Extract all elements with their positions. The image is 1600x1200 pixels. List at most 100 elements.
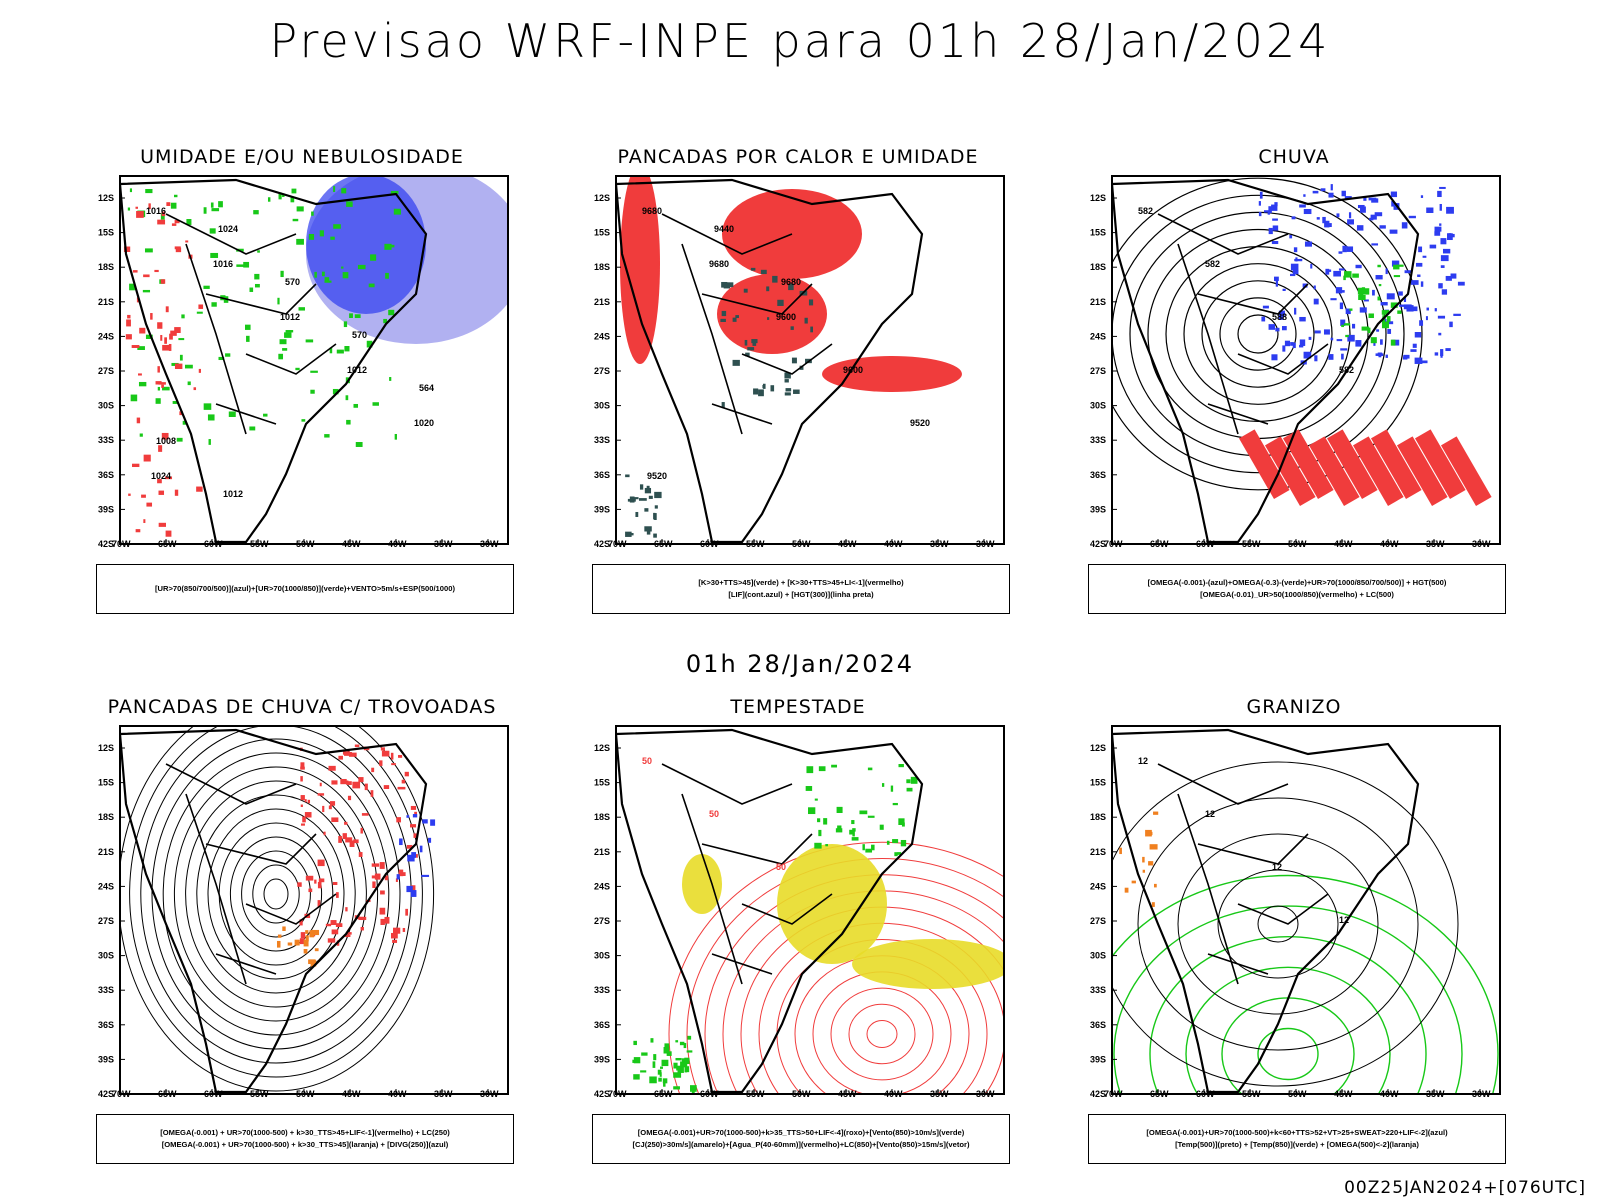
height-contour	[1165, 245, 1351, 423]
omega-area	[1348, 212, 1352, 219]
moisture-contour	[298, 307, 305, 311]
moist-area	[767, 317, 770, 320]
legend-line-1: [K>30+TTS>45](verde) + [K>30+TTS>45+LI<-…	[698, 578, 904, 587]
wind-area	[684, 1057, 690, 1062]
contour-label: 1012	[223, 489, 243, 499]
lat-label: 42S	[98, 1089, 114, 1098]
thickness-contour	[174, 489, 179, 496]
moisture-contour	[321, 271, 325, 277]
moisture-contour	[341, 266, 344, 269]
omega-area	[1262, 305, 1269, 309]
thickness-contour	[138, 373, 142, 376]
rain-area	[1265, 436, 1316, 506]
omega-strong-area	[1358, 294, 1366, 301]
omega-area	[1408, 215, 1416, 219]
divergence-area	[407, 854, 415, 862]
omega-area	[1437, 190, 1442, 198]
omega-area	[1293, 247, 1298, 253]
instability-area	[822, 356, 962, 392]
omega-area	[1282, 288, 1286, 291]
wind-area	[663, 1047, 670, 1054]
moisture-contour	[186, 219, 192, 225]
moisture-contour	[162, 386, 170, 391]
lat-label: 12S	[1090, 743, 1106, 753]
wind-area	[660, 1066, 663, 1069]
wind-area	[836, 806, 843, 813]
wind-area	[900, 839, 907, 847]
omega-area	[1440, 238, 1447, 245]
thickness-contour	[198, 304, 204, 309]
omega-area	[1359, 307, 1367, 313]
lat-label: 42S	[1090, 539, 1106, 548]
moisture-contour	[210, 202, 214, 208]
thickness-contour	[174, 246, 181, 250]
omega-strong-area	[1367, 327, 1371, 334]
thickness-contour	[161, 384, 164, 388]
contour-label: 12	[1272, 862, 1282, 872]
omega-area	[1352, 323, 1356, 329]
storm-area	[345, 934, 351, 937]
storm-area	[335, 923, 343, 928]
lon-label: 65W	[158, 1089, 177, 1098]
moist-area	[627, 498, 636, 502]
omega-area	[1412, 343, 1417, 348]
storm-area	[346, 781, 352, 785]
omega-strong-area	[1370, 337, 1377, 344]
moisture-contour	[390, 190, 399, 195]
moisture-contour	[345, 395, 349, 401]
moisture-contour	[308, 233, 315, 240]
contour-label: 50	[709, 809, 719, 819]
wind-area	[890, 785, 894, 792]
streamline	[229, 836, 323, 952]
storm-area	[411, 885, 416, 891]
omega-area	[1372, 289, 1375, 296]
state-borders	[1157, 213, 1329, 435]
omega-area	[1272, 218, 1278, 221]
lon-label: 55W	[250, 1089, 269, 1098]
moisture-contour	[388, 309, 395, 316]
divergence-area	[430, 819, 436, 826]
lat-label: 15S	[594, 228, 610, 238]
legend-line-2: [LIF](cont.azul) + [HGT(300)](linha pret…	[728, 590, 874, 599]
storm-area	[349, 840, 355, 847]
storm-area	[381, 750, 390, 757]
moisture-contour	[291, 188, 297, 194]
omega-area	[1425, 316, 1428, 321]
lon-label: 40W	[884, 1089, 903, 1098]
wind-area	[892, 802, 898, 806]
lat-label: 39S	[594, 504, 610, 514]
moist-area	[784, 392, 791, 396]
wind-area	[633, 1040, 637, 1046]
omega-area	[1403, 304, 1412, 310]
omega-area	[1403, 296, 1407, 302]
contour-label: 570	[352, 330, 367, 340]
streamline	[185, 780, 367, 1008]
omega-area	[1124, 887, 1129, 893]
wind-area	[632, 1059, 637, 1063]
page-title: Previsao WRF-INPE para 01h 28/Jan/2024	[269, 14, 1331, 68]
lon-label: 35W	[434, 539, 453, 548]
moisture-contour	[310, 370, 318, 373]
moisture-contour	[280, 270, 284, 278]
lon-label: 50W	[792, 539, 811, 548]
storm-area	[360, 926, 364, 931]
moisture-contour	[333, 186, 336, 192]
moisture-contour	[333, 224, 341, 229]
storm-area	[390, 932, 398, 939]
lon-label: 30W	[480, 1089, 499, 1098]
streamline	[218, 822, 334, 966]
wind-area	[805, 786, 813, 791]
storm-area	[331, 929, 339, 935]
omega-area	[1385, 268, 1388, 275]
moist-area	[625, 531, 632, 537]
storm-area	[297, 882, 302, 887]
omega-area	[1339, 302, 1344, 310]
contour-label: 9680	[709, 259, 729, 269]
moist-area	[750, 267, 756, 271]
omega-area	[1278, 310, 1285, 316]
moisture-contour	[207, 414, 215, 421]
divergence-area	[410, 890, 417, 897]
omega-area	[1314, 355, 1318, 362]
moist-area	[720, 318, 726, 322]
contour-label: 1020	[414, 418, 434, 428]
